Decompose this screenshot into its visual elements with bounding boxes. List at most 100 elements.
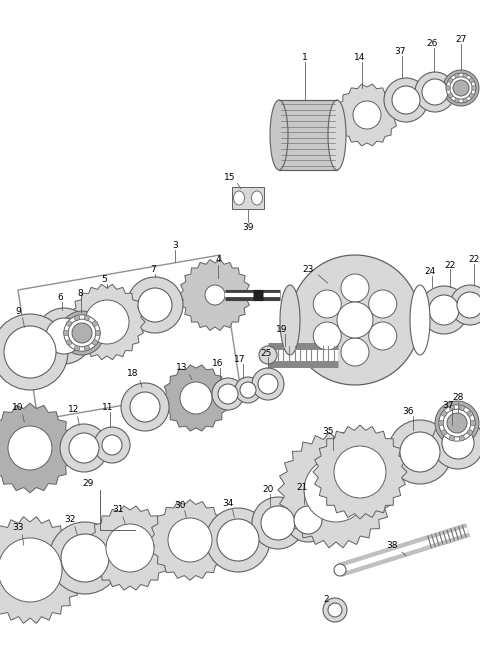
Circle shape	[138, 288, 172, 322]
Circle shape	[205, 285, 225, 305]
Circle shape	[49, 522, 121, 594]
Circle shape	[443, 409, 471, 437]
Circle shape	[459, 405, 465, 410]
Text: 15: 15	[224, 174, 236, 182]
Circle shape	[92, 321, 97, 326]
Circle shape	[323, 598, 347, 622]
Circle shape	[102, 435, 122, 455]
Circle shape	[470, 421, 476, 426]
Circle shape	[252, 368, 284, 400]
Circle shape	[442, 430, 447, 435]
Circle shape	[468, 430, 473, 435]
Text: 26: 26	[426, 40, 438, 49]
Text: 19: 19	[276, 326, 288, 335]
Circle shape	[341, 274, 369, 302]
Circle shape	[180, 382, 212, 414]
Circle shape	[60, 311, 104, 355]
Circle shape	[400, 432, 440, 472]
Circle shape	[435, 401, 479, 445]
Circle shape	[313, 322, 341, 350]
Circle shape	[392, 86, 420, 114]
Polygon shape	[162, 365, 229, 431]
Circle shape	[304, 458, 368, 522]
Text: 2: 2	[323, 596, 329, 605]
Text: 8: 8	[77, 290, 83, 299]
Circle shape	[8, 426, 52, 470]
Circle shape	[455, 74, 459, 78]
Text: 21: 21	[296, 484, 308, 493]
Polygon shape	[0, 403, 75, 493]
Text: 27: 27	[456, 36, 467, 44]
Text: 29: 29	[82, 480, 94, 488]
Circle shape	[468, 411, 473, 416]
Circle shape	[328, 603, 342, 617]
Text: 7: 7	[150, 266, 156, 275]
Circle shape	[438, 421, 444, 426]
Text: 14: 14	[354, 53, 366, 62]
Circle shape	[457, 292, 480, 318]
Text: 3: 3	[172, 242, 178, 251]
Circle shape	[261, 506, 295, 540]
Circle shape	[217, 519, 259, 561]
Text: 35: 35	[322, 428, 334, 437]
Circle shape	[446, 73, 476, 103]
Circle shape	[69, 433, 99, 463]
Text: 6: 6	[57, 294, 63, 303]
Circle shape	[127, 277, 183, 333]
Circle shape	[74, 346, 80, 351]
Text: 17: 17	[234, 355, 246, 365]
Circle shape	[286, 498, 330, 542]
Circle shape	[469, 94, 474, 98]
Circle shape	[96, 330, 101, 336]
Polygon shape	[232, 187, 264, 209]
Text: 18: 18	[127, 370, 139, 378]
Circle shape	[449, 405, 455, 410]
Circle shape	[240, 382, 256, 398]
Circle shape	[388, 420, 452, 484]
Circle shape	[429, 295, 459, 325]
Text: 39: 39	[242, 223, 254, 232]
Text: 9: 9	[15, 307, 21, 316]
Text: 13: 13	[176, 363, 188, 372]
Circle shape	[0, 538, 62, 602]
Circle shape	[94, 427, 130, 463]
Circle shape	[448, 94, 453, 98]
Circle shape	[4, 326, 56, 378]
Circle shape	[341, 338, 369, 366]
Circle shape	[121, 383, 169, 431]
Circle shape	[259, 346, 277, 364]
Circle shape	[463, 98, 467, 103]
Circle shape	[66, 321, 72, 326]
Circle shape	[446, 86, 450, 90]
Circle shape	[85, 300, 129, 344]
Circle shape	[450, 285, 480, 325]
Ellipse shape	[280, 285, 300, 355]
Bar	[279, 100, 337, 170]
Circle shape	[432, 417, 480, 469]
Circle shape	[334, 564, 346, 576]
Circle shape	[252, 497, 304, 549]
Polygon shape	[69, 284, 145, 360]
Circle shape	[447, 413, 467, 433]
Text: 1: 1	[302, 53, 308, 62]
Text: 37: 37	[442, 400, 454, 409]
Circle shape	[130, 392, 160, 422]
Circle shape	[472, 86, 476, 90]
Circle shape	[420, 286, 468, 334]
Circle shape	[290, 255, 420, 385]
Circle shape	[439, 405, 475, 441]
Text: 33: 33	[12, 523, 24, 533]
Text: 22: 22	[468, 255, 480, 264]
Circle shape	[84, 346, 90, 351]
Polygon shape	[87, 506, 173, 590]
Circle shape	[459, 436, 465, 441]
Polygon shape	[336, 84, 398, 146]
Circle shape	[448, 78, 453, 83]
Text: 4: 4	[215, 255, 221, 264]
Circle shape	[63, 330, 69, 336]
Polygon shape	[150, 500, 230, 580]
Ellipse shape	[233, 191, 244, 205]
Circle shape	[235, 377, 261, 403]
Circle shape	[0, 314, 68, 390]
Text: 28: 28	[452, 393, 464, 402]
